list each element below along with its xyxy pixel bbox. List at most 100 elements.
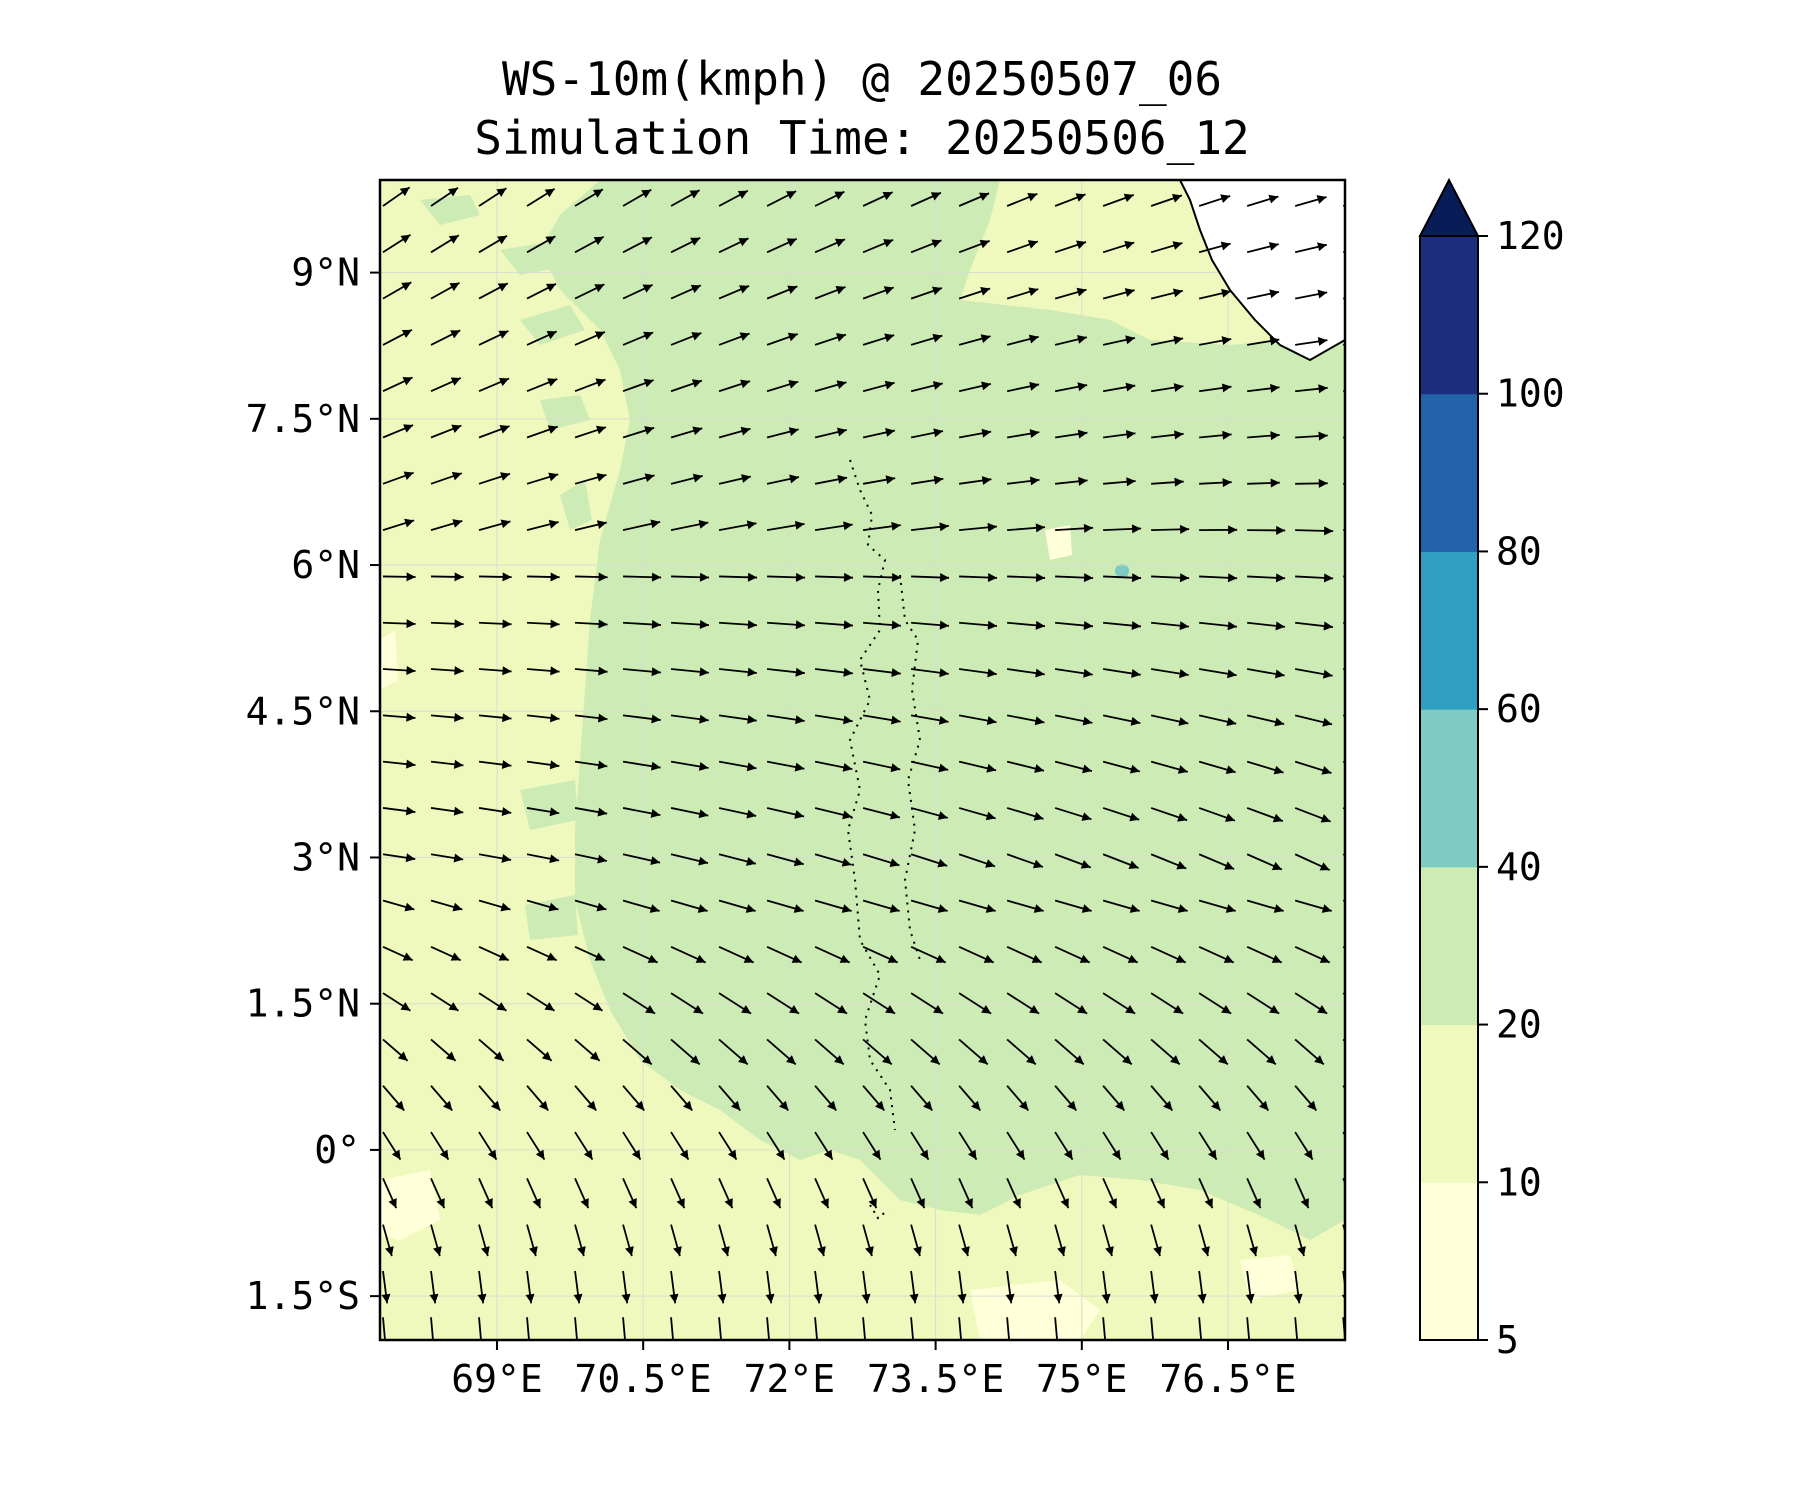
wind-arrow <box>1342 204 1345 207</box>
wind-arrow <box>1247 525 1286 535</box>
wind-arrow <box>766 190 797 207</box>
wind-arrow <box>622 992 656 1015</box>
wind-arrow <box>958 668 997 678</box>
wind-arrow <box>430 471 463 485</box>
wind-arrow <box>1247 573 1286 583</box>
wind-arrow <box>910 853 948 868</box>
wind-arrow <box>382 1085 405 1112</box>
wind-arrow <box>1102 1038 1133 1066</box>
wind-arrow <box>1247 431 1280 441</box>
wind-arrow <box>862 1178 878 1209</box>
wind-arrow <box>574 946 606 962</box>
wind-arrow <box>1101 1270 1111 1304</box>
wind-arrow <box>862 475 896 485</box>
wind-arrow <box>670 667 709 677</box>
wind-arrow <box>574 235 605 254</box>
wind-arrow <box>526 760 560 770</box>
wind-arrow <box>430 1317 434 1340</box>
wind-arrow <box>766 380 799 393</box>
wind-arrow <box>862 807 901 820</box>
wind-arrow <box>381 1270 391 1304</box>
wind-arrow <box>1246 1131 1266 1161</box>
wind-arrow <box>1246 289 1280 300</box>
wind-arrow <box>622 1038 653 1066</box>
wind-arrow <box>862 668 901 678</box>
wind-arrow <box>430 377 462 393</box>
wind-arrow <box>670 992 704 1015</box>
lat-tick-label: 1.5°S <box>246 1274 360 1318</box>
wind-arrow <box>1006 1038 1037 1066</box>
wind-arrow <box>430 234 460 254</box>
wind-arrow <box>766 853 804 867</box>
wind-vectors <box>381 186 1345 1340</box>
wind-arrow <box>1006 1317 1011 1340</box>
wind-arrow <box>1054 760 1093 774</box>
lat-tick-label: 0° <box>314 1128 360 1172</box>
wind-arrow <box>670 426 703 439</box>
wind-arrow <box>718 1317 722 1340</box>
wind-arrow <box>910 1038 941 1066</box>
wind-arrow <box>1055 523 1094 533</box>
wind-arrow <box>766 992 800 1015</box>
lat-tick-label: 6°N <box>291 543 360 587</box>
wind-arrow <box>1294 195 1327 207</box>
wind-arrow <box>1199 478 1232 488</box>
wind-arrow <box>1102 335 1136 346</box>
wind-arrow <box>1295 668 1333 679</box>
wind-arrow <box>1295 431 1328 441</box>
wind-arrow <box>1054 193 1086 207</box>
wind-arrow <box>1247 478 1280 488</box>
wind-arrow <box>525 1270 535 1304</box>
wind-arrow <box>958 992 992 1015</box>
wind-arrow <box>670 760 709 771</box>
wind-arrow <box>478 760 512 770</box>
wind-arrow <box>574 1317 578 1340</box>
wind-arrow <box>574 331 606 346</box>
wind-arrow <box>574 853 608 864</box>
colorbar-tick-label: 120 <box>1496 214 1565 258</box>
wind-arrow <box>526 425 559 439</box>
wind-arrow <box>1150 1224 1162 1257</box>
wind-arrow <box>766 714 805 725</box>
wind-arrow <box>718 853 757 866</box>
wind-arrow <box>718 1178 734 1209</box>
wind-arrow <box>1006 1131 1026 1161</box>
wind-arrow <box>1054 946 1091 964</box>
wind-arrow <box>767 620 806 630</box>
wind-arrow <box>622 1317 626 1340</box>
wind-arrow <box>861 1270 871 1304</box>
title-line-1: WS-10m(kmph) @ 20250507_06 <box>502 52 1222 106</box>
wind-arrow <box>910 714 949 725</box>
wind-arrow <box>622 760 661 771</box>
wind-arrow <box>382 992 411 1012</box>
wind-arrow <box>670 899 708 913</box>
wind-arrow <box>478 282 509 300</box>
wind-arrow <box>574 378 606 393</box>
wind-arrow <box>1294 992 1328 1015</box>
wind-arrow <box>1295 526 1334 536</box>
wind-arrow <box>1054 335 1088 346</box>
wind-arrow <box>1246 992 1280 1015</box>
wind-arrow <box>766 332 799 346</box>
wind-arrow <box>1342 1038 1345 1043</box>
wind-arrow <box>478 1131 498 1161</box>
wind-arrow <box>958 1317 962 1340</box>
wind-band-5-10 <box>1045 525 1072 560</box>
wind-arrow <box>719 572 758 582</box>
wind-arrow <box>1294 1085 1318 1112</box>
wind-arrow <box>958 381 992 393</box>
wind-arrow <box>1102 992 1136 1015</box>
colorbar-tick-label: 80 <box>1496 529 1542 573</box>
wind-arrow <box>718 520 757 532</box>
wind-arrow <box>430 713 464 722</box>
wind-arrow <box>1007 620 1046 630</box>
wind-arrow <box>526 1224 538 1257</box>
wind-arrow <box>670 1317 674 1340</box>
wind-arrow <box>1006 240 1039 254</box>
colorbar-segment <box>1420 551 1478 710</box>
wind-arrow <box>1342 992 1345 996</box>
wind-arrow <box>814 427 847 439</box>
wind-arrow <box>957 1270 967 1304</box>
wind-arrow <box>622 284 653 300</box>
wind-arrow <box>622 426 655 439</box>
